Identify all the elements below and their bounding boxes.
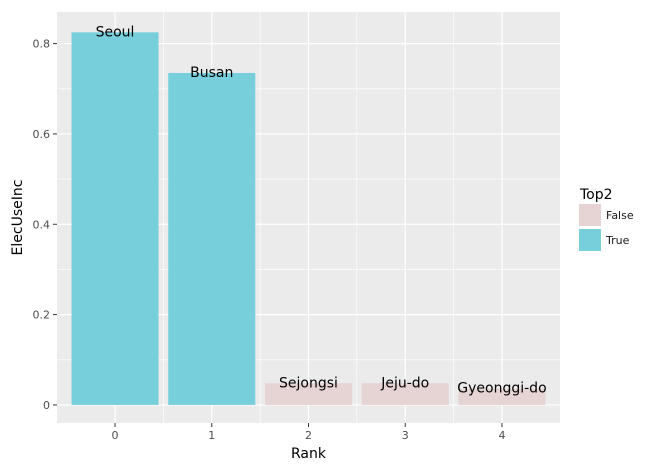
bar — [71, 32, 159, 405]
bar-label: Busan — [190, 65, 233, 81]
bar-label: Gyeonggi-do — [457, 381, 546, 397]
y-tick-label: 0.2 — [33, 309, 51, 322]
x-tick-label: 4 — [498, 429, 505, 442]
bar — [458, 388, 546, 405]
legend-swatch — [579, 229, 601, 251]
x-axis-title: Rank — [291, 446, 327, 462]
x-tick-label: 3 — [402, 429, 409, 442]
x-tick-label: 2 — [305, 429, 312, 442]
legend-label: False — [606, 209, 634, 222]
legend-label: True — [605, 234, 630, 247]
x-axis: 0 1 2 3 4 — [112, 423, 505, 442]
y-tick-label: 0.4 — [33, 218, 51, 231]
bar-label: Jeju-do — [380, 375, 429, 391]
bar — [168, 72, 256, 405]
bar-label: Sejongsi — [279, 375, 338, 391]
bar — [264, 383, 353, 405]
x-tick-label: 1 — [208, 429, 215, 442]
x-tick-label: 0 — [112, 429, 119, 442]
y-axis: 0 0.2 0.4 0.6 0.8 — [33, 38, 57, 412]
bar-label: Seoul — [96, 24, 135, 40]
y-axis-title: ElecUseInc — [10, 180, 26, 256]
legend: Top2 False True — [579, 187, 634, 251]
y-tick-label: 0 — [43, 399, 50, 412]
y-tick-label: 0.8 — [33, 38, 51, 51]
legend-title: Top2 — [579, 187, 613, 203]
bar-label-group: Seoul Busan Sejongsi Jeju-do Gyeonggi-do — [96, 24, 547, 396]
legend-swatch — [579, 204, 601, 226]
bar-series — [71, 32, 546, 405]
bar — [361, 383, 449, 405]
y-tick-label: 0.6 — [33, 128, 51, 141]
